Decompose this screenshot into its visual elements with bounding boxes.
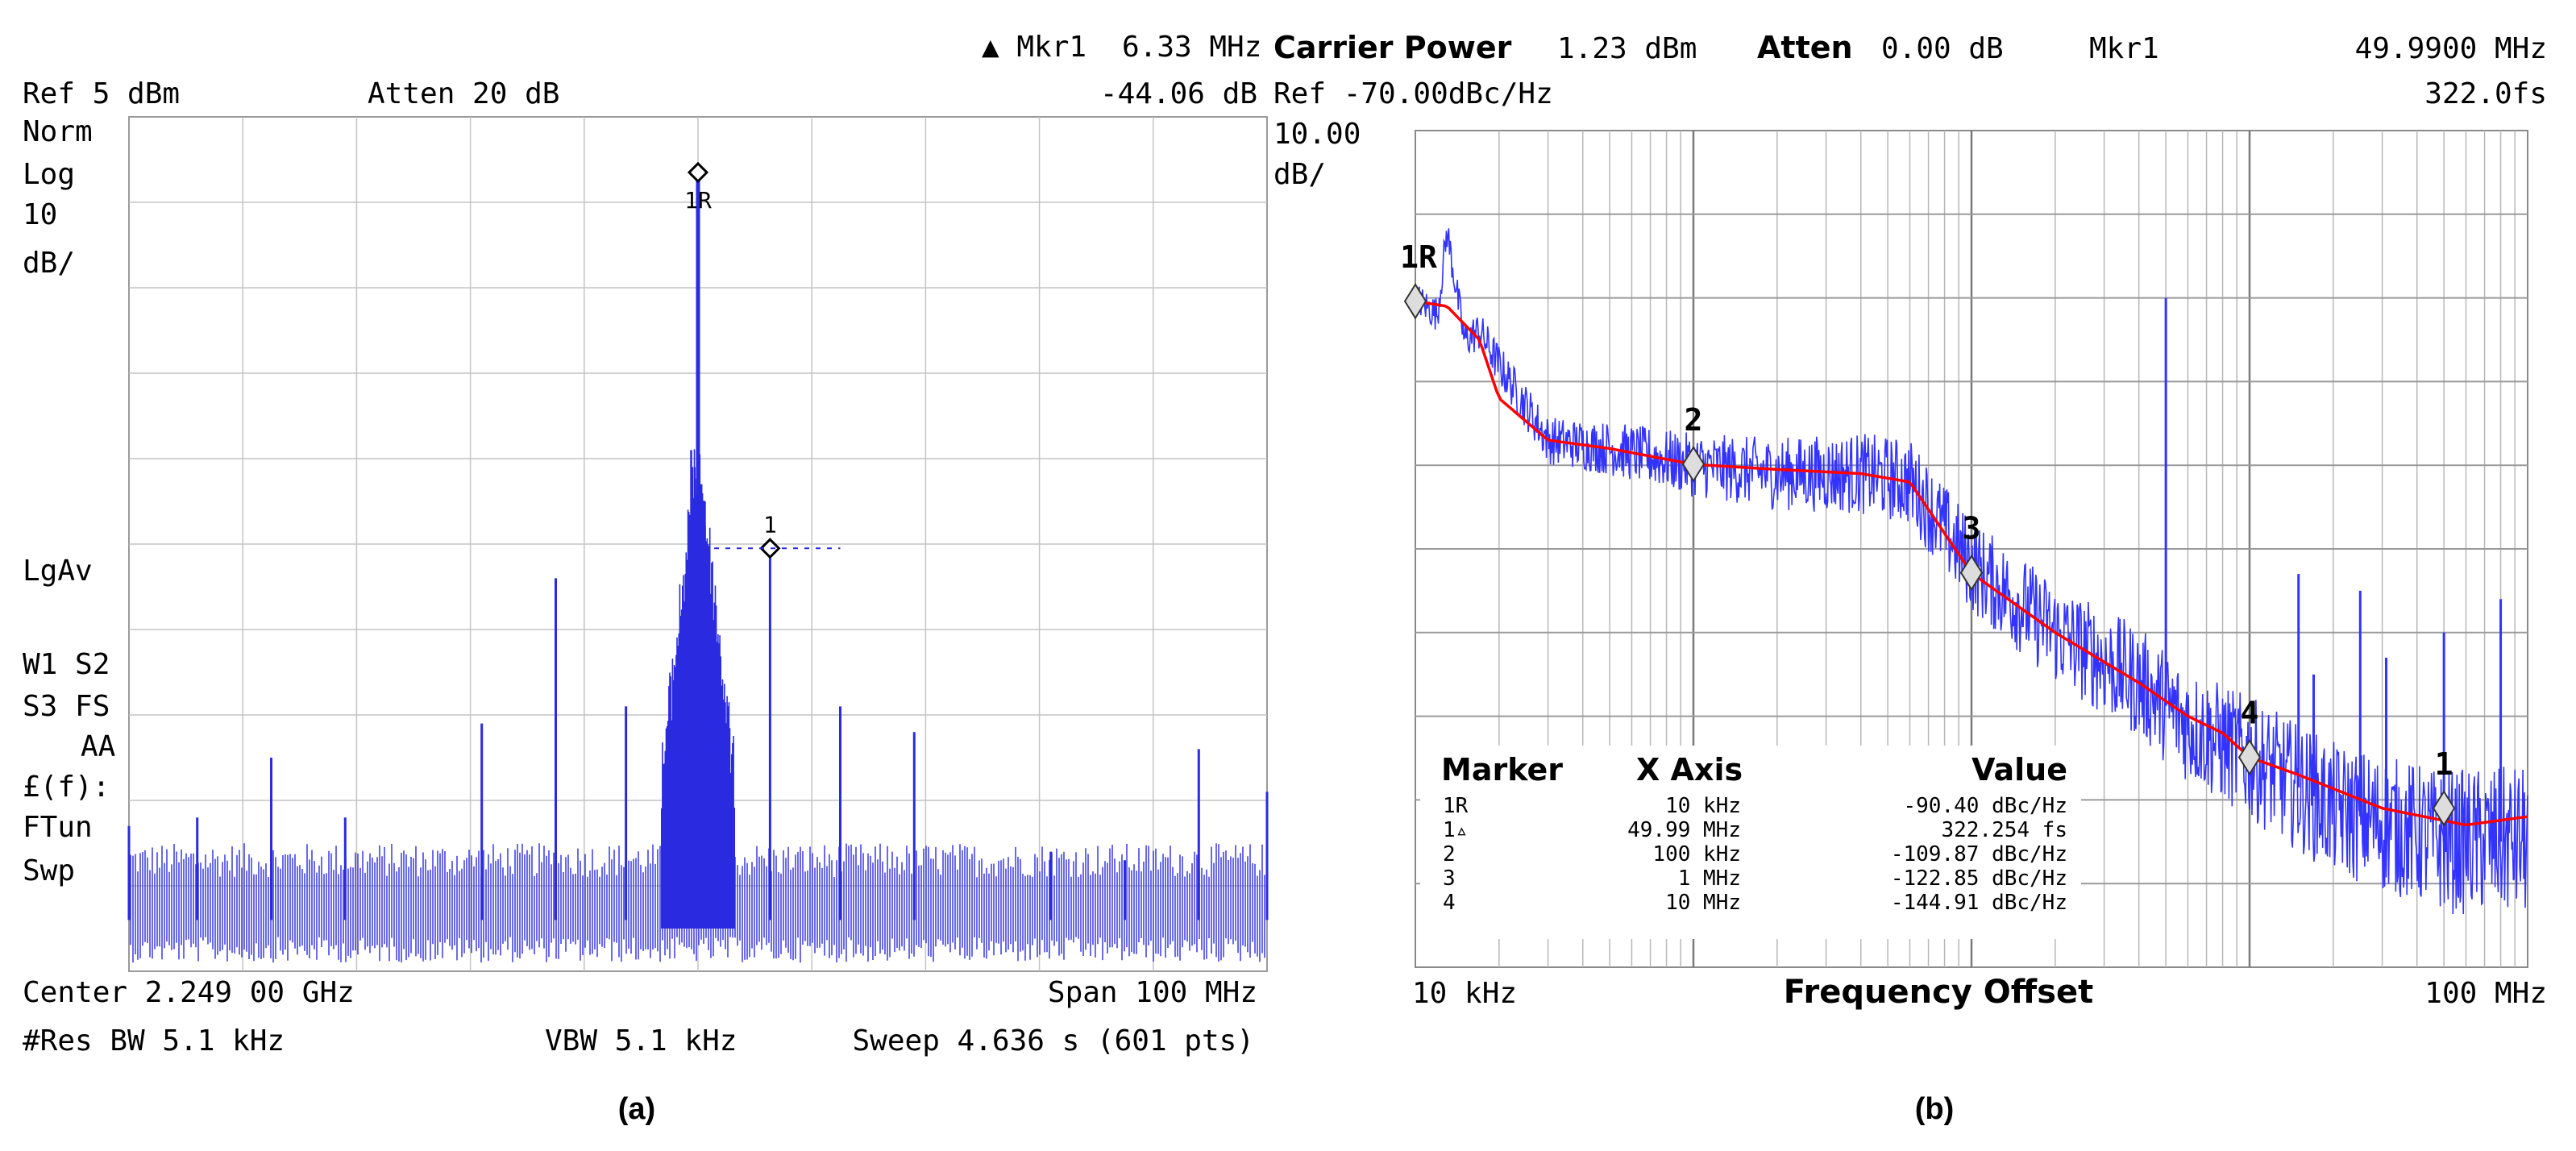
- ref-level: Ref 5 dBm: [23, 77, 180, 110]
- marker-table-header-value: Value: [1971, 752, 2067, 787]
- scale-unit: dB/: [1273, 158, 1326, 191]
- marker-table-row-3-marker: 3: [1443, 866, 1456, 891]
- annotation-5: W1 S2: [23, 648, 110, 681]
- marker-diamond-b-3: [1959, 554, 1984, 592]
- marker-table-row-3-value: -122.85 dBc/Hz: [1891, 866, 2067, 891]
- marker-table-header-marker: Marker: [1441, 752, 1563, 787]
- marker-table-row-2-xaxis: 100 kHz: [1652, 842, 1741, 866]
- carrier-power-value: 1.23 dBm: [1557, 32, 1697, 65]
- attenuation: Atten 20 dB: [368, 77, 559, 110]
- x-tick-right: 100 MHz: [2424, 977, 2547, 1010]
- annotation-2: 10: [23, 198, 57, 231]
- left-annotations: Norm Log 10 dB/LgAv W1 S2 S3 FS AA £(f): FTun Swp: [23, 115, 116, 887]
- markers-a: 1R 1: [684, 161, 841, 559]
- marker-table-row-4-value: -144.91 dBc/Hz: [1891, 891, 2067, 915]
- annotation-4: LgAv: [23, 555, 93, 588]
- panel-label-a: (a): [618, 1092, 655, 1126]
- vbw: VBW 5.1 kHz: [545, 1024, 737, 1058]
- marker-table-row-4-xaxis: 10 MHz: [1665, 891, 1741, 915]
- marker-table-row-0-value: -90.40 dBc/Hz: [1904, 794, 2068, 818]
- marker-table-row-1-marker: 1▵: [1443, 818, 1468, 842]
- carrier-power-label: Carrier Power: [1273, 30, 1512, 65]
- marker-label-b-4: 4: [2241, 696, 2259, 731]
- markers-b: 1R 2 3 4 1: [1400, 239, 2456, 827]
- annotation-10: Swp: [23, 854, 75, 887]
- delta-marker-value: -44.06 dB: [1100, 77, 1257, 110]
- marker-diamond-b-4: [2237, 738, 2262, 776]
- annotation-9: FTun: [23, 811, 93, 844]
- marker-table-row-2-marker: 2: [1443, 842, 1456, 866]
- marker-label-b-2: 2: [1685, 402, 1703, 438]
- marker-diamond-1R: [687, 161, 709, 184]
- delta-marker-freq: 6.33 MHz: [1122, 31, 1261, 64]
- marker-table-row-4-marker: 4: [1443, 891, 1456, 915]
- jitter-value: 322.0fs: [2424, 77, 2547, 110]
- scale-value: 10.00: [1273, 118, 1361, 151]
- atten-value: 0.00 dB: [1881, 32, 2004, 65]
- annotation-6: S3 FS: [23, 690, 110, 723]
- marker-table-row-1-value: 322.254 fs: [1941, 818, 2067, 842]
- marker-table-row-1-xaxis: 49.99 MHz: [1627, 818, 1741, 842]
- center-frequency: Center 2.249 00 GHz: [23, 976, 355, 1009]
- marker-table-row-2-value: -109.87 dBc/Hz: [1891, 842, 2067, 866]
- annotation-1: Log: [23, 158, 75, 191]
- panel-a: ▲ Mkr1 6.33 MHz -44.06 dB Ref 5 dBm Atte…: [23, 31, 1269, 1126]
- marker-diamond-1: [759, 538, 781, 559]
- marker1-frequency: 49.9900 MHz: [2355, 32, 2547, 65]
- marker-diamond-b-1: [2432, 790, 2456, 827]
- panel-label-b: (b): [1915, 1092, 1955, 1126]
- marker-table-row-0-xaxis: 10 kHz: [1665, 794, 1741, 818]
- atten-label: Atten: [1757, 30, 1853, 65]
- annotation-7: AA: [81, 730, 116, 763]
- marker-table-row-0-marker: 1R: [1443, 794, 1469, 818]
- marker-diamond-b-1R: [1403, 283, 1427, 320]
- span: Span 100 MHz: [1048, 976, 1257, 1009]
- annotation-3: dB/: [23, 247, 75, 280]
- annotation-8: £(f):: [23, 771, 110, 804]
- sweep-time: Sweep 4.636 s (601 pts): [853, 1024, 1255, 1058]
- x-tick-left: 10 kHz: [1412, 977, 1517, 1010]
- annotation-0: Norm: [23, 115, 93, 148]
- marker-label-b-1: 1: [2435, 746, 2453, 782]
- marker-diamond-b-2: [1681, 446, 1706, 483]
- marker-table-row-3-xaxis: 1 MHz: [1678, 866, 1741, 891]
- marker-label-b-1R: 1R: [1400, 239, 1437, 275]
- marker-table-header-xaxis: X Axis: [1636, 752, 1743, 787]
- marker-table: Marker X Axis Value 1R 10 kHz -90.40 dBc/H…: [1420, 746, 2081, 939]
- noise-floor: [130, 843, 1265, 963]
- x-axis-label: Frequency Offset: [1784, 974, 2094, 1011]
- marker-table-rows: 1R 10 kHz -90.40 dBc/Hz 1▵ 49.99 MHz 322.254 …: [1443, 794, 2067, 915]
- res-bw: #Res BW 5.1 kHz: [23, 1024, 285, 1058]
- delta-marker-label: ▲ Mkr1: [982, 31, 1086, 64]
- marker-label-1R: 1R: [684, 187, 712, 214]
- panel-b: Carrier Power 1.23 dBm Atten 0.00 dB Mkr…: [1273, 30, 2547, 1126]
- marker-label-b-3: 3: [1963, 511, 1981, 546]
- reference-level: Ref -70.00dBc/Hz: [1273, 77, 1553, 110]
- marker-table-background: [1420, 746, 2081, 939]
- marker-label-1: 1: [763, 511, 777, 538]
- spectrum-trace: [127, 172, 1269, 963]
- marker1-label: Mkr1: [2089, 32, 2159, 65]
